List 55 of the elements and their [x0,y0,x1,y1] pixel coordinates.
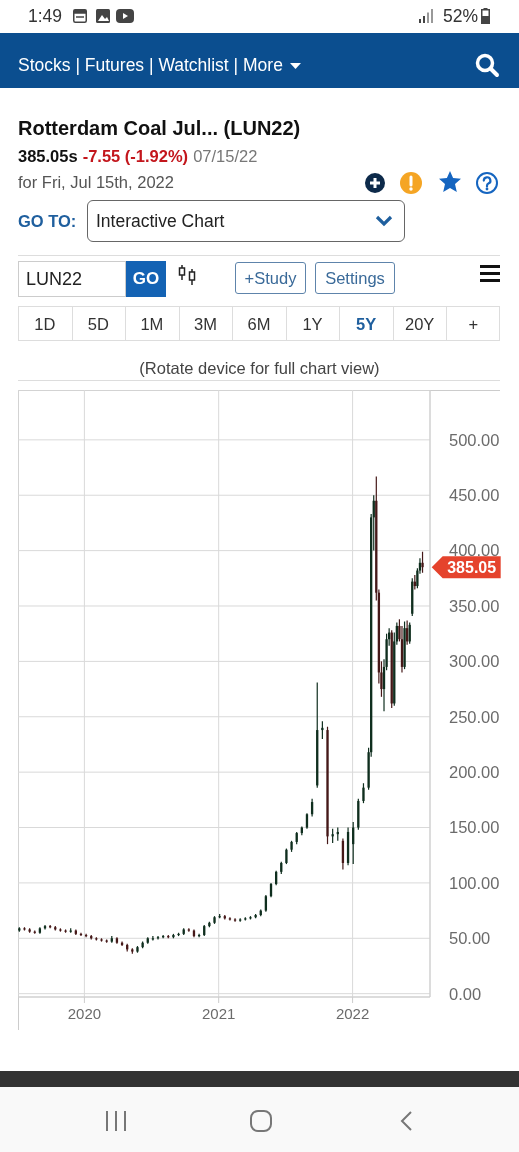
text: 385.05s [18,146,78,166]
y-tick-label: 100.00 [449,873,500,892]
y-tick-label: 200.00 [449,763,500,781]
text: for Fri, Jul 15th, 2022 [18,172,174,192]
candlestick [100,937,103,943]
candlestick [362,782,365,804]
text: Stocks | Futures | Watchlist | More [18,54,283,76]
candlestick [213,915,216,925]
text: Interactive Chart [96,210,225,232]
text: -7.55 (-1.92%) [82,146,189,166]
text: 1:49 [28,5,63,27]
candlestick [228,916,232,922]
text: 1Y [301,314,324,334]
text: 6M [246,314,272,334]
text: 1M [139,314,165,334]
candlestick [136,945,139,954]
y-tick-label: 250.00 [449,707,500,726]
candlestick [172,933,175,939]
text: 1D [33,314,57,334]
text: 07/15/22 [193,146,258,166]
text: 5Y [355,314,378,334]
y-tick-label: 500.00 [449,430,500,449]
y-tick-label: 350.00 [449,596,500,615]
candlestick [59,927,62,933]
y-tick-label: 0.00 [449,984,482,1003]
y-tick-label: 300.00 [449,652,500,671]
candlestick [326,726,329,845]
annotation: 385.05 [447,558,497,576]
text: 3M [192,314,218,334]
x-tick-label: 2022 [335,1004,370,1022]
candlestick [285,847,288,865]
y-tick-label: 150.00 [449,818,500,837]
candlestick [249,915,252,921]
text: 52% [443,5,479,27]
x-tick-label: 2021 [201,1004,236,1022]
x-tick-label: 2020 [67,1004,102,1022]
candlestick [64,928,67,934]
candlestick [23,926,26,932]
y-tick-label: 450.00 [449,486,500,505]
text: (Rotate device for full chart view) [138,358,381,378]
text: GO [131,268,161,290]
text: Settings [324,268,386,288]
text: + [467,314,480,334]
text: +Study [243,268,298,288]
candlestick [403,620,406,670]
chart-title: Rotterdam Coal Jul... (LUN22) [18,116,301,140]
y-tick-label: 50.00 [449,929,491,948]
text: LUN22 [26,268,83,290]
text: 5D [86,314,110,334]
candlestick [233,917,237,923]
text: 20Y [403,314,436,334]
y-tick-label: 400.00 [449,541,500,560]
text: GO TO: [18,211,77,231]
candlestick [290,840,293,853]
candlestick [177,932,180,937]
